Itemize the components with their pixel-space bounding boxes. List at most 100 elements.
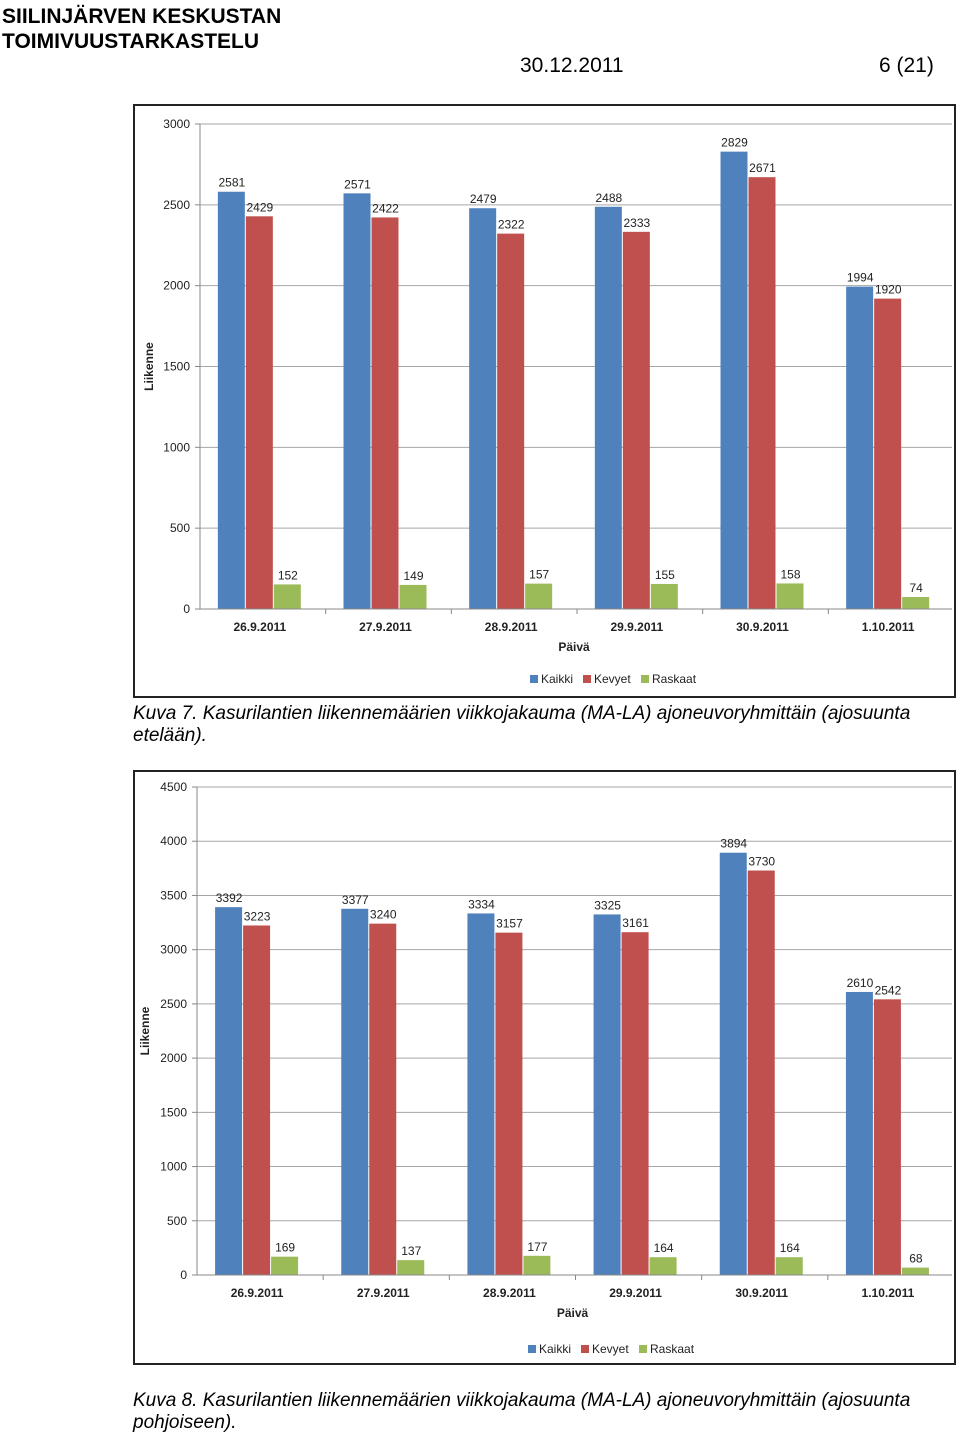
x-tick-label: 29.9.2011 [609,1286,662,1300]
header-title-line1: SIILINJÄRVEN KESKUSTAN [2,5,282,28]
y-tick-label: 0 [183,602,190,616]
bar-kaikki [341,908,369,1275]
bar-kaikki [720,151,748,609]
legend-label-kevyet: Kevyet [594,672,631,686]
caption-2-line2: pohjoiseen). [133,1412,237,1433]
bar-kaikki [593,914,621,1275]
legend-swatch-kevyet [581,1345,589,1353]
y-tick-label: 2500 [163,198,190,212]
bar-raskaat [525,583,553,609]
caption-1: Kuva 7. Kasurilantien liikennemäärien vi… [133,703,960,747]
bar-kaikki [845,991,873,1275]
y-axis-label: Liikenne [138,1006,152,1055]
data-label: 155 [655,568,675,582]
caption-1-line1: Kuva 7. Kasurilantien liikennemäärien vi… [133,703,911,724]
bar-raskaat [523,1255,551,1275]
bar-raskaat [650,583,678,609]
x-tick-label: 1.10.2011 [862,620,915,634]
data-label: 1994 [847,271,874,285]
bar-raskaat [273,584,301,609]
data-label: 2322 [498,218,525,232]
bar-kaikki [469,208,497,609]
data-label: 1920 [875,283,902,297]
data-label: 164 [654,1241,674,1255]
legend-swatch-kaikki [528,1345,536,1353]
bar-kevyet [495,932,523,1275]
bar-kevyet [243,925,271,1275]
legend-label-raskaat: Raskaat [652,672,697,686]
bar-kevyet [747,870,775,1275]
data-label: 177 [527,1240,547,1254]
bar-kaikki [846,286,874,609]
x-tick-label: 26.9.2011 [231,1286,284,1300]
header-date: 30.12.2011 [520,54,624,77]
bar-kevyet [748,177,776,609]
x-tick-label: 27.9.2011 [357,1286,410,1300]
data-label: 3894 [720,837,747,851]
data-label: 3161 [622,916,649,930]
data-label: 3730 [748,855,775,869]
y-tick-label: 3000 [163,117,190,131]
legend-label-kaikki: Kaikki [539,1342,571,1356]
data-label: 3377 [342,893,369,907]
legend-label-raskaat: Raskaat [650,1342,695,1356]
data-label: 152 [278,568,298,582]
y-tick-label: 1000 [163,440,190,454]
y-tick-label: 2000 [160,1051,187,1065]
bar-raskaat [397,1260,425,1275]
data-label: 2671 [749,161,776,175]
data-label: 2581 [218,176,245,190]
x-tick-label: 28.9.2011 [485,620,538,634]
y-tick-label: 1500 [160,1105,187,1119]
bar-kevyet [622,231,650,609]
data-label: 3157 [496,917,523,931]
x-tick-label: 28.9.2011 [483,1286,536,1300]
y-axis-label: Liikenne [142,342,156,391]
legend-swatch-kevyet [583,675,591,683]
y-tick-label: 3500 [160,888,187,902]
y-tick-label: 1000 [160,1160,187,1174]
bar-kaikki [467,913,495,1275]
data-label: 2333 [623,216,650,230]
y-tick-label: 2500 [160,997,187,1011]
data-label: 2422 [372,201,399,215]
data-label: 2542 [875,983,902,997]
data-label: 3223 [244,909,271,923]
y-tick-label: 3000 [160,943,187,957]
x-tick-label: 30.9.2011 [736,620,789,634]
bar-raskaat [902,597,930,609]
data-label: 157 [529,568,549,582]
y-tick-label: 1500 [163,360,190,374]
x-axis-label: Päivä [558,640,590,654]
legend-swatch-kaikki [530,675,538,683]
y-tick-label: 4500 [160,780,187,794]
x-tick-label: 1.10.2011 [862,1286,915,1300]
data-label: 3334 [468,897,495,911]
bar-kaikki [215,907,243,1275]
bar-raskaat [399,584,427,609]
bar-kevyet [369,923,397,1275]
bar-kevyet [371,217,399,609]
bar-kaikki [217,191,245,609]
data-label: 2571 [344,177,371,191]
data-label: 164 [780,1241,800,1255]
bar-kaikki [719,852,747,1275]
bar-raskaat [901,1267,929,1275]
legend-swatch-raskaat [639,1345,647,1353]
y-tick-label: 4000 [160,834,187,848]
y-tick-label: 0 [180,1268,187,1282]
y-tick-label: 500 [167,1214,187,1228]
bar-kevyet [497,233,525,610]
data-label: 137 [401,1244,421,1258]
x-tick-label: 29.9.2011 [610,620,663,634]
x-tick-label: 26.9.2011 [233,620,286,634]
data-label: 2829 [721,136,748,150]
bar-kevyet [874,298,902,609]
data-label: 68 [909,1252,923,1266]
bar-kevyet [621,932,649,1275]
x-axis-label: Päivä [557,1306,589,1320]
data-label: 2479 [470,192,497,206]
caption-2: Kuva 8. Kasurilantien liikennemäärien vi… [133,1390,960,1434]
bar-kevyet [873,999,901,1275]
y-tick-label: 500 [170,521,190,535]
